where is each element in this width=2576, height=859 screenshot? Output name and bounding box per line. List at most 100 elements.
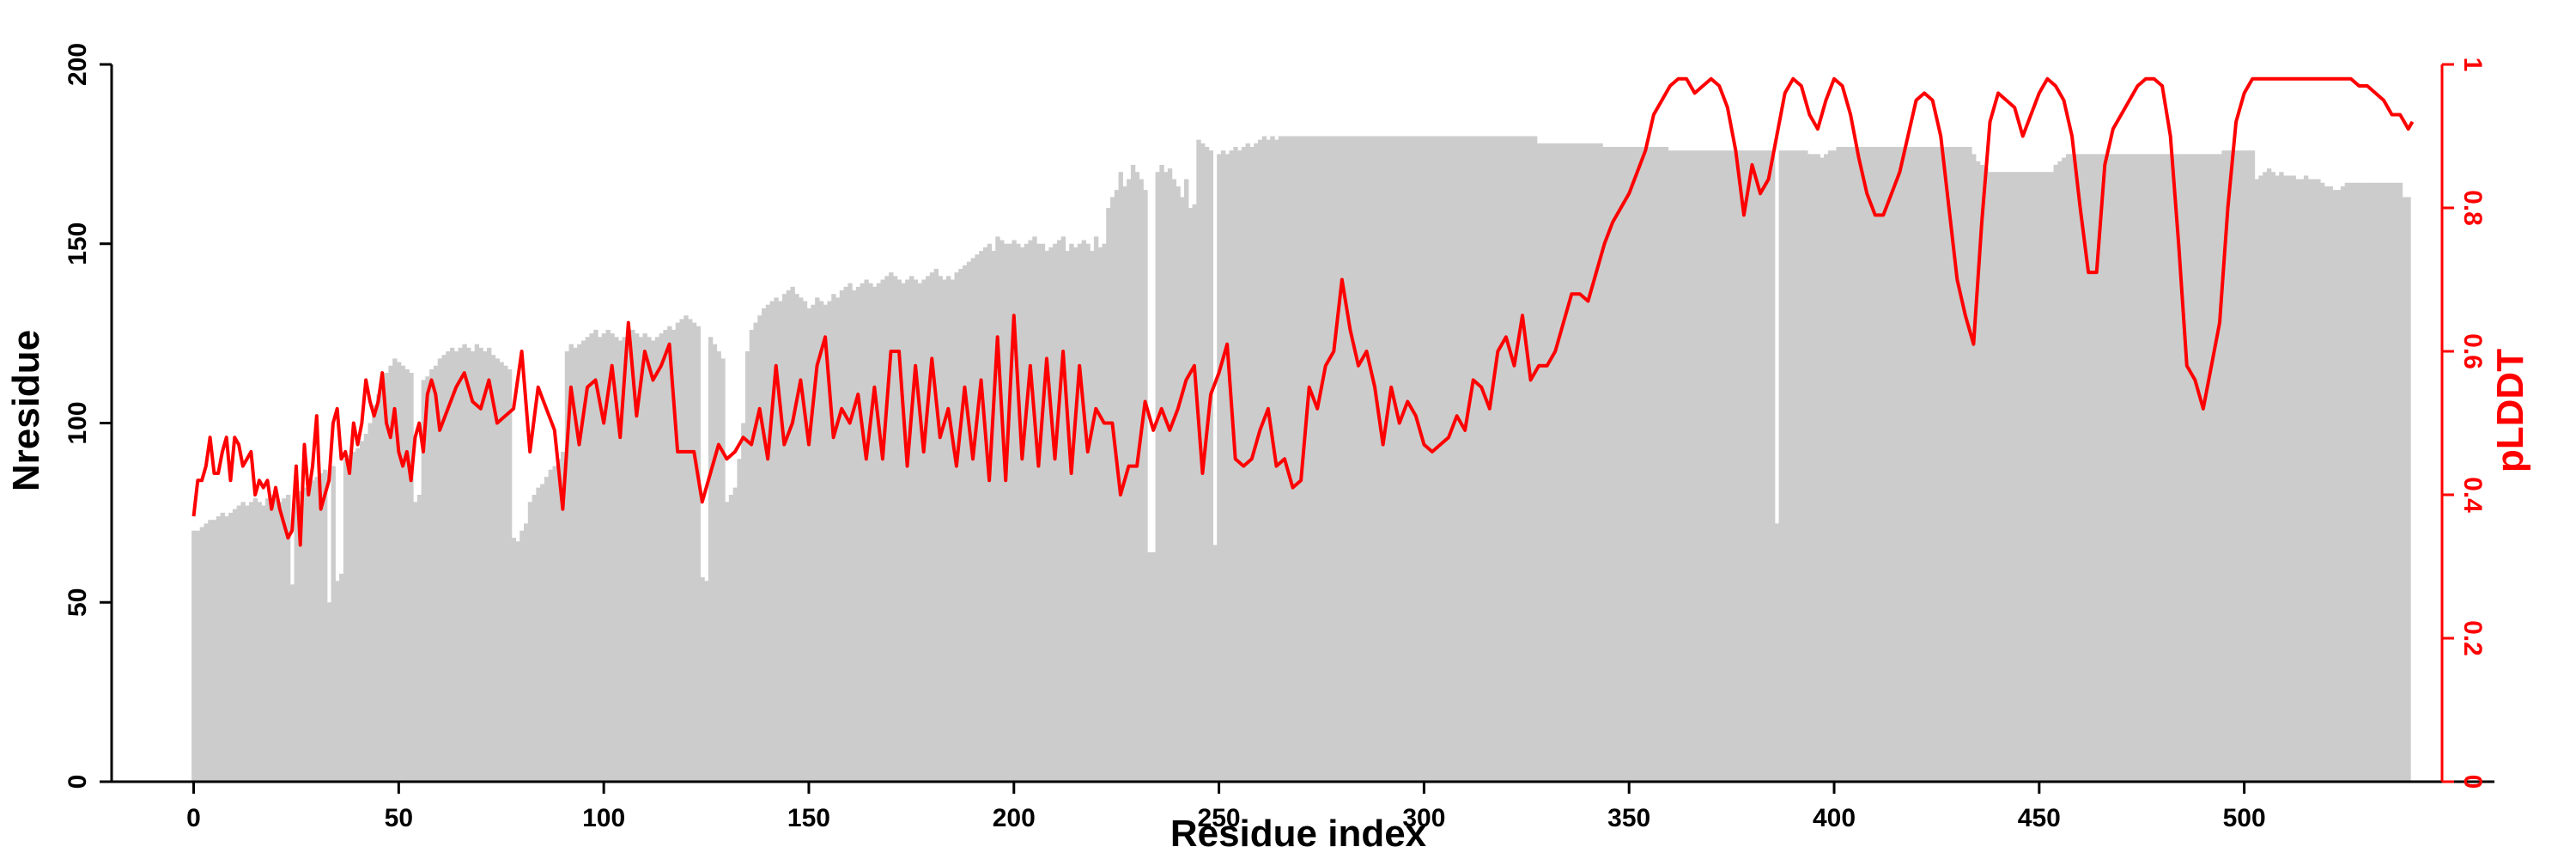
nresidue-bar [2078, 154, 2083, 783]
nresidue-bar [1229, 150, 1234, 782]
nresidue-bar [483, 351, 488, 782]
nresidue-bar [536, 487, 541, 782]
nresidue-bar [2004, 172, 2009, 782]
nresidue-bar [1151, 551, 1157, 782]
nresidue-bar [1069, 243, 1074, 782]
nresidue-bar [2155, 154, 2161, 783]
x-axis-title: Residue index [1170, 813, 1427, 855]
nresidue-bar [2242, 150, 2247, 782]
nresidue-bar [331, 466, 336, 782]
nresidue-bar [1947, 147, 1952, 782]
nresidue-bar [2332, 190, 2337, 783]
y-tick-label-right: 0.6 [2458, 333, 2487, 369]
nresidue-bar [995, 236, 1000, 782]
nresidue-bar [1455, 136, 1460, 782]
nresidue-bar [2238, 150, 2243, 782]
x-tick-label: 250 [1198, 804, 1241, 832]
nresidue-bar [1422, 136, 1427, 782]
y-tick-label-left: 100 [64, 401, 92, 444]
nresidue-bar [1056, 240, 1062, 783]
nresidue-bar [1697, 150, 1702, 782]
nresidue-bar [762, 308, 767, 782]
nresidue-bar [212, 520, 217, 782]
nresidue-bar [2037, 172, 2042, 782]
nresidue-bar [855, 286, 861, 783]
nresidue-bar [1007, 243, 1012, 782]
nresidue-bar [384, 373, 389, 782]
nresidue-bar [236, 505, 242, 782]
nresidue-bar [1873, 147, 1878, 782]
nresidue-bar [2217, 154, 2222, 783]
nresidue-bar [1864, 147, 1870, 782]
nresidue-bar [610, 333, 615, 783]
nresidue-bar [2106, 154, 2112, 783]
nresidue-bar [1090, 251, 1095, 783]
nresidue-bar [872, 286, 878, 783]
nresidue-bar [1028, 240, 1033, 783]
nresidue-bar [532, 495, 537, 782]
nresidue-bar [1938, 147, 1944, 782]
nresidue-bar [696, 326, 701, 782]
nresidue-bar [835, 297, 841, 783]
nresidue-bar [335, 581, 340, 782]
nresidue-bar [319, 472, 324, 782]
nresidue-bar [252, 498, 258, 782]
nresidue-bar [1077, 243, 1083, 782]
nresidue-bar [1820, 157, 1825, 783]
nresidue-bar [1196, 139, 1201, 783]
nresidue-bar [285, 495, 291, 782]
nresidue-bar [1988, 172, 1993, 782]
nresidue-bar [1836, 147, 1841, 782]
x-tick-label: 0 [186, 804, 201, 832]
nresidue-bar [216, 516, 222, 782]
nresidue-bar [2062, 157, 2067, 783]
y-tick-label-right: 1 [2458, 58, 2487, 72]
nresidue-bar [979, 251, 984, 783]
nresidue-bar [806, 308, 811, 782]
nresidue-bar [363, 434, 369, 782]
nresidue-bar [2008, 172, 2014, 782]
y-tick-label-right: 0.2 [2458, 620, 2487, 656]
nresidue-bar [2295, 179, 2300, 783]
nresidue-bar [310, 480, 316, 782]
nresidue-bar [1996, 172, 2002, 782]
nresidue-bar [1208, 150, 1214, 782]
nresidue-bar [2136, 154, 2141, 783]
nresidue-bar [302, 487, 307, 782]
nresidue-bar [1545, 143, 1550, 783]
nresidue-bar [647, 337, 652, 782]
nresidue-bar [1807, 154, 1813, 783]
nresidue-bar [199, 527, 205, 782]
nresidue-bar [1898, 147, 1903, 782]
nresidue-bar [1954, 147, 1960, 782]
nresidue-bar [1073, 247, 1078, 782]
nresidue-bar [843, 286, 848, 783]
nresidue-bar [1971, 154, 1977, 783]
nresidue-bar [425, 376, 430, 782]
nresidue-bar [2336, 190, 2342, 783]
nresidue-bar [2045, 172, 2050, 782]
nresidue-bar [2250, 150, 2256, 782]
nresidue-bar [1803, 150, 1808, 782]
nresidue-bar [1475, 136, 1480, 782]
nresidue-bar [1508, 136, 1513, 782]
nresidue-bar [1856, 147, 1862, 782]
nresidue-bar [2300, 179, 2305, 783]
nresidue-bar [1143, 190, 1148, 783]
nresidue-bar [2123, 154, 2129, 783]
nresidue-bar [1668, 150, 1673, 782]
nresidue-bar [548, 469, 554, 782]
plddt-line-layer [191, 76, 2415, 547]
nresidue-bar [1967, 147, 1972, 782]
nresidue-bar [1672, 150, 1677, 782]
nresidue-bar [2406, 197, 2411, 783]
nresidue-bar [561, 451, 566, 782]
nresidue-bar [1963, 147, 1968, 782]
nresidue-bar [487, 347, 492, 782]
nresidue-bar [1561, 143, 1566, 783]
nresidue-bar [638, 337, 644, 782]
nresidue-bar [1044, 251, 1049, 783]
nresidue-bar [347, 455, 353, 782]
nresidue-bar [1713, 150, 1718, 782]
nresidue-bar [1118, 172, 1123, 782]
